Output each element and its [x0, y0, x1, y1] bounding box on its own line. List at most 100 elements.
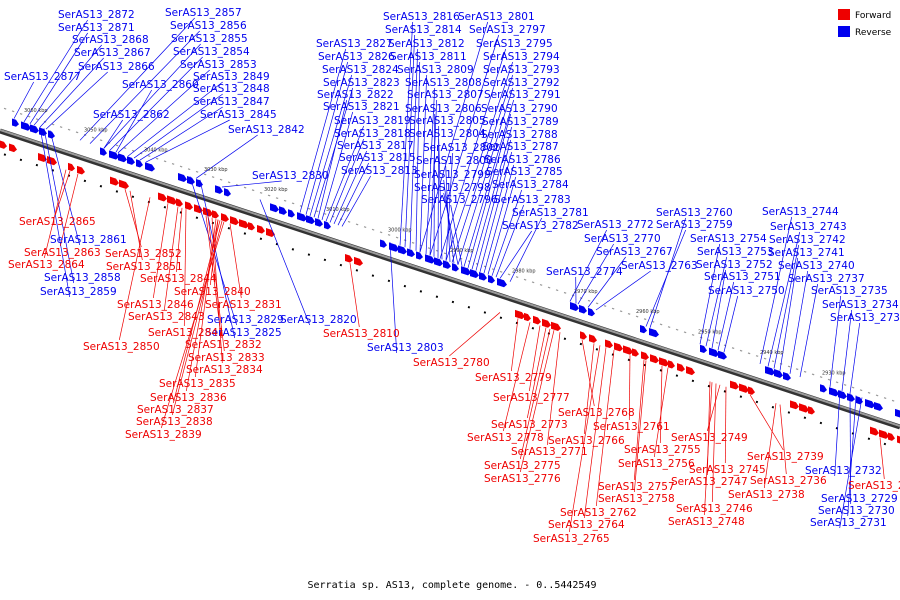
- gene-label[interactable]: SerAS13_2856: [170, 20, 247, 32]
- gene-label[interactable]: SerAS13_2871: [58, 22, 135, 34]
- gene-arrow[interactable]: [479, 272, 487, 281]
- gene-arrow[interactable]: [224, 188, 231, 197]
- gene-label[interactable]: SerAS13_2778: [467, 432, 544, 444]
- gene-label[interactable]: SerAS13_2805: [409, 115, 486, 127]
- gene-label[interactable]: SerAS13_2768: [558, 407, 635, 419]
- gene-label[interactable]: SerAS13_2851: [106, 261, 183, 273]
- gene-label[interactable]: SerAS13_2865: [19, 216, 96, 228]
- gene-arrow[interactable]: [677, 363, 685, 372]
- gene-arrow[interactable]: [623, 345, 633, 355]
- gene-label[interactable]: SerAS13_2780: [413, 357, 490, 369]
- gene-arrow[interactable]: [0, 140, 7, 149]
- gene-label[interactable]: SerAS13_2863: [24, 247, 101, 259]
- gene-arrow[interactable]: [158, 192, 167, 202]
- gene-label[interactable]: SerAS13_2825: [205, 327, 282, 339]
- gene-label[interactable]: SerAS13_2824: [322, 64, 399, 76]
- gene-label[interactable]: SerAS13_2822: [317, 89, 394, 101]
- gene-arrow[interactable]: [829, 387, 839, 397]
- gene-arrow[interactable]: [279, 206, 287, 215]
- gene-label[interactable]: SerAS13_2867: [74, 47, 151, 59]
- gene-label[interactable]: SerAS13_2852: [105, 248, 182, 260]
- gene-label[interactable]: SerAS13_2763: [621, 260, 698, 272]
- gene-arrow[interactable]: [194, 204, 203, 214]
- gene-arrow[interactable]: [167, 195, 177, 205]
- gene-arrow[interactable]: [588, 307, 595, 317]
- gene-arrow[interactable]: [897, 435, 900, 445]
- gene-arrow[interactable]: [389, 242, 399, 252]
- gene-arrow[interactable]: [659, 357, 669, 367]
- gene-label[interactable]: SerAS13_2823: [323, 77, 400, 89]
- gene-arrow[interactable]: [178, 173, 187, 183]
- gene-arrow[interactable]: [127, 156, 135, 165]
- gene-arrow[interactable]: [579, 304, 587, 314]
- gene-label[interactable]: SerAS13_2836: [150, 392, 227, 404]
- gene-arrow[interactable]: [718, 350, 727, 360]
- gene-arrow[interactable]: [248, 222, 255, 231]
- gene-label[interactable]: SerAS13_2732: [805, 465, 882, 477]
- gene-label[interactable]: SerAS13_2743: [770, 221, 847, 233]
- gene-arrow[interactable]: [9, 143, 17, 153]
- gene-label[interactable]: SerAS13_2787: [482, 141, 559, 153]
- gene-label[interactable]: SerAS13_2754: [690, 233, 767, 245]
- gene-label[interactable]: SerAS13_2832: [185, 339, 262, 351]
- gene-arrow[interactable]: [100, 147, 107, 156]
- gene-arrow[interactable]: [790, 400, 799, 410]
- gene-arrow[interactable]: [398, 245, 407, 255]
- gene-label[interactable]: SerAS13_2748: [668, 516, 745, 528]
- gene-label[interactable]: SerAS13_2760: [656, 207, 733, 219]
- gene-arrow[interactable]: [488, 274, 495, 284]
- gene-label[interactable]: SerAS13_2790: [481, 103, 558, 115]
- gene-arrow[interactable]: [515, 309, 525, 320]
- gene-arrow[interactable]: [30, 124, 39, 134]
- gene-label[interactable]: SerAS13_2752: [696, 259, 773, 271]
- gene-label[interactable]: SerAS13_2793: [483, 64, 560, 76]
- gene-arrow[interactable]: [470, 269, 479, 279]
- gene-label[interactable]: SerAS13_2834: [186, 364, 263, 376]
- gene-label[interactable]: SerAS13_2859: [40, 286, 117, 298]
- gene-arrow[interactable]: [38, 152, 47, 162]
- gene-arrow[interactable]: [185, 201, 193, 210]
- gene-arrow[interactable]: [306, 215, 315, 225]
- gene-label[interactable]: SerAS13_2761: [593, 421, 670, 433]
- gene-arrow[interactable]: [230, 216, 239, 226]
- gene-label[interactable]: SerAS13_2810: [323, 328, 400, 340]
- gene-arrow[interactable]: [239, 219, 249, 229]
- gene-label[interactable]: SerAS13_2792: [483, 77, 560, 89]
- gene-label[interactable]: SerAS13_2815: [339, 152, 416, 164]
- gene-arrow[interactable]: [640, 324, 647, 334]
- gene-label[interactable]: SerAS13_2807: [407, 89, 484, 101]
- gene-label[interactable]: SerAS13_2850: [83, 341, 160, 353]
- gene-arrow[interactable]: [870, 426, 879, 436]
- gene-label[interactable]: SerAS13_2845: [200, 109, 277, 121]
- gene-label[interactable]: SerAS13_2827: [316, 38, 393, 50]
- gene-label[interactable]: SerAS13_2779: [475, 372, 552, 384]
- gene-label[interactable]: SerAS13_2781: [512, 207, 589, 219]
- gene-label[interactable]: SerAS13_2771: [511, 446, 588, 458]
- gene-arrow[interactable]: [380, 239, 387, 248]
- gene-arrow[interactable]: [68, 162, 75, 172]
- gene-arrow[interactable]: [865, 398, 875, 409]
- gene-arrow[interactable]: [614, 342, 623, 352]
- gene-label[interactable]: SerAS13_2774: [546, 266, 623, 278]
- gene-arrow[interactable]: [109, 150, 119, 160]
- gene-label[interactable]: SerAS13_2738: [728, 489, 805, 501]
- gene-arrow[interactable]: [820, 384, 827, 393]
- gene-label[interactable]: SerAS13_2735: [811, 285, 888, 297]
- gene-arrow[interactable]: [570, 301, 579, 311]
- gene-arrow[interactable]: [748, 386, 755, 395]
- gene-label[interactable]: SerAS13_2770: [584, 233, 661, 245]
- gene-label[interactable]: SerAS13_2833: [188, 352, 265, 364]
- gene-label[interactable]: SerAS13_2819: [334, 115, 411, 127]
- gene-label[interactable]: SerAS13_2796: [421, 194, 498, 206]
- gene-arrow[interactable]: [641, 351, 649, 360]
- gene-label[interactable]: SerAS13_2759: [656, 219, 733, 231]
- gene-arrow[interactable]: [774, 369, 783, 379]
- gene-label[interactable]: SerAS13_2773: [491, 419, 568, 431]
- gene-label[interactable]: SerAS13_2751: [704, 271, 781, 283]
- gene-arrow[interactable]: [580, 331, 587, 340]
- gene-arrow[interactable]: [196, 178, 203, 188]
- gene-arrow[interactable]: [345, 253, 353, 263]
- gene-arrow[interactable]: [221, 213, 229, 222]
- gene-label[interactable]: SerAS13_2730: [818, 505, 895, 517]
- gene-arrow[interactable]: [452, 263, 459, 272]
